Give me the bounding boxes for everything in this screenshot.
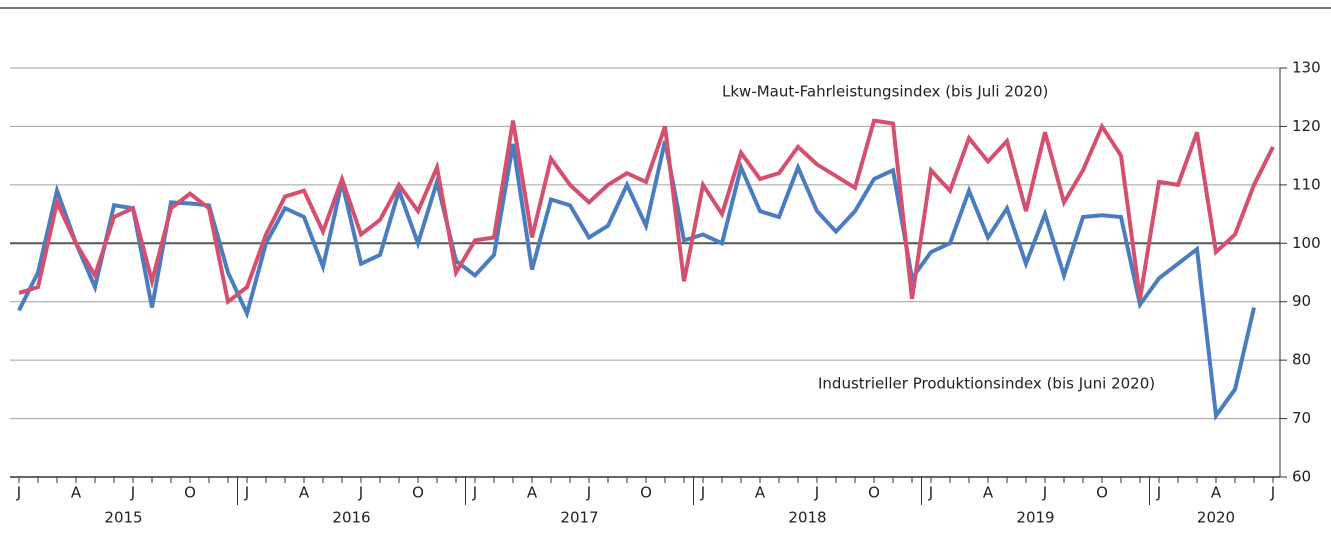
y-tick-label: 110 [1292, 175, 1321, 193]
x-tick-label: J [586, 484, 591, 502]
y-tick-label: 120 [1292, 117, 1321, 135]
x-tick-label: A [299, 484, 310, 502]
x-tick-label: A [527, 484, 538, 502]
year-label: 2020 [1197, 509, 1235, 527]
y-tick-label: 100 [1292, 234, 1321, 252]
x-tick-label: O [640, 484, 652, 502]
x-tick-label: J [814, 484, 819, 502]
x-tick-label: J [358, 484, 363, 502]
year-label: 2017 [560, 509, 598, 527]
series-line [17, 140, 1256, 422]
x-tick-label: J [16, 484, 21, 502]
year-label: 2016 [332, 509, 370, 527]
series-line [18, 118, 1275, 306]
x-tick-label: A [71, 484, 82, 502]
x-tick-label: J [700, 484, 705, 502]
x-tick-label: J [1270, 484, 1275, 502]
x-tick-label: A [983, 484, 994, 502]
x-tick-label: A [1211, 484, 1222, 502]
y-tick-label: 130 [1292, 59, 1321, 77]
x-tick-label: J [928, 484, 933, 502]
x-tick-label: J [1042, 484, 1047, 502]
x-tick-label: J [472, 484, 477, 502]
year-label: 2018 [788, 509, 826, 527]
y-tick-label: 60 [1292, 468, 1311, 486]
x-tick-label: O [868, 484, 880, 502]
series-label: Industrieller Produktionsindex (bis Juni… [818, 375, 1155, 393]
x-tick-label: J [244, 484, 249, 502]
x-tick-label: O [412, 484, 424, 502]
x-tick-label: O [184, 484, 196, 502]
y-tick-label: 70 [1292, 409, 1311, 427]
year-label: 2015 [104, 509, 142, 527]
year-label: 2019 [1016, 509, 1054, 527]
x-tick-label: O [1096, 484, 1108, 502]
series-label: Lkw-Maut-Fahrleistungsindex (bis Juli 20… [722, 83, 1048, 101]
y-tick-label: 90 [1292, 292, 1311, 310]
x-tick-label: A [755, 484, 766, 502]
x-tick-label: J [130, 484, 135, 502]
y-tick-label: 80 [1292, 351, 1311, 369]
x-tick-label: J [1156, 484, 1161, 502]
